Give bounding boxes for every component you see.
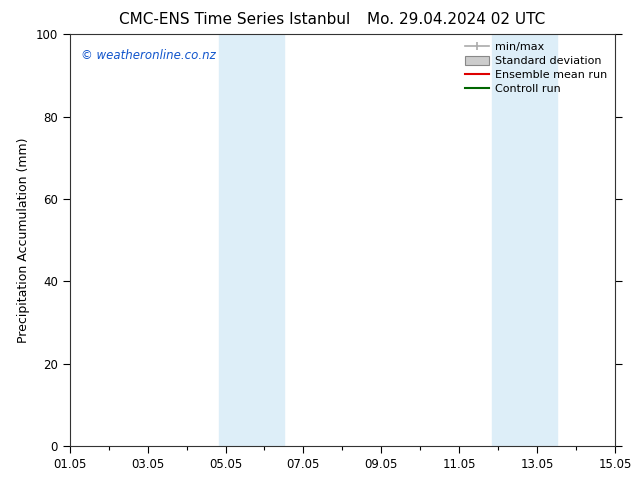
Text: © weatheronline.co.nz: © weatheronline.co.nz: [81, 49, 216, 62]
Y-axis label: Precipitation Accumulation (mm): Precipitation Accumulation (mm): [17, 137, 30, 343]
Bar: [219, 34, 284, 446]
Bar: [491, 34, 557, 446]
Text: CMC-ENS Time Series Istanbul: CMC-ENS Time Series Istanbul: [119, 12, 350, 27]
Text: Mo. 29.04.2024 02 UTC: Mo. 29.04.2024 02 UTC: [367, 12, 546, 27]
Legend: min/max, Standard deviation, Ensemble mean run, Controll run: min/max, Standard deviation, Ensemble me…: [463, 40, 609, 97]
